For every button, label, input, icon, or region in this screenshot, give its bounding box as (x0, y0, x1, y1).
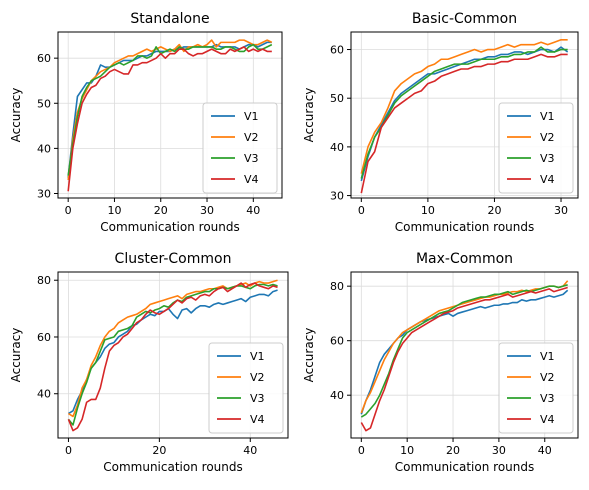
y-axis-label: Accuracy (302, 88, 316, 143)
legend-label-v4: V4 (540, 173, 555, 186)
axes-frame (350, 271, 579, 439)
x-tick-label: 40 (246, 204, 260, 217)
x-tick-label: 40 (538, 444, 552, 457)
legend-label-v1: V1 (540, 350, 555, 363)
legend: V1 V2 V3 V4 (208, 342, 284, 434)
x-tick-label: 10 (421, 204, 435, 217)
y-tick-label: 60 (37, 331, 51, 344)
legend-label-v3: V3 (244, 152, 259, 165)
series-line-v4 (67, 282, 278, 432)
legend-label-v3: V3 (250, 392, 265, 405)
axes-frame (350, 31, 579, 199)
legend-label-v2: V2 (540, 131, 555, 144)
chart-panel-2: 0 10 20 30 30 40 50 60 Basic-Common Communication… (302, 11, 579, 234)
chart-title: Basic-Common (412, 11, 517, 27)
x-tick-label: 0 (358, 204, 365, 217)
x-tick-label: 10 (107, 204, 121, 217)
series-line-v2 (360, 280, 569, 414)
series-line-v1 (68, 289, 278, 415)
series-line-v3 (360, 46, 568, 179)
x-tick-label: 20 (487, 204, 501, 217)
legend-box (498, 102, 574, 194)
x-tick-label: 40 (243, 444, 257, 457)
x-tick-label: 30 (200, 204, 214, 217)
series-line-v4 (360, 53, 568, 194)
legend-label-v3: V3 (540, 392, 555, 405)
chart-panel-1: 0 10 20 30 40 30 40 50 60 Standalone Communication… (9, 11, 283, 234)
legend: V1 V2 V3 V4 (498, 102, 574, 194)
legend-label-v4: V4 (250, 413, 265, 426)
x-tick-label: 20 (152, 444, 166, 457)
legend-label-v2: V2 (250, 371, 265, 384)
x-tick-label: 0 (65, 444, 72, 457)
x-axis-label: Communication rounds (395, 220, 535, 234)
x-tick-label: 30 (492, 444, 506, 457)
legend: V1 V2 V3 V4 (498, 342, 574, 434)
axes-frame (57, 31, 283, 199)
legend-label-v1: V1 (244, 110, 259, 123)
y-tick-label: 60 (330, 335, 344, 348)
y-tick-label: 60 (37, 52, 51, 65)
chart-panel-4: 0 10 20 30 40 40 60 80 Max-Common Communication r… (302, 251, 579, 474)
legend-box (208, 342, 284, 434)
x-tick-label: 30 (554, 204, 568, 217)
x-tick-label: 10 (400, 444, 414, 457)
legend-label-v2: V2 (244, 131, 259, 144)
legend-label-v4: V4 (540, 413, 555, 426)
y-tick-label: 40 (330, 141, 344, 154)
y-tick-label: 60 (330, 44, 344, 57)
x-axis-label: Communication rounds (395, 460, 535, 474)
x-axis-label: Communication rounds (100, 220, 240, 234)
x-tick-label: 0 (358, 444, 365, 457)
legend-label-v2: V2 (540, 371, 555, 384)
y-tick-label: 30 (330, 190, 344, 203)
chart-panel-3: 0 20 40 40 60 80 Cluster-Common Communication r… (9, 251, 289, 474)
y-tick-label: 80 (330, 280, 344, 293)
legend-box (202, 102, 278, 194)
y-tick-label: 40 (37, 142, 51, 155)
series-line-v4 (360, 286, 568, 432)
series-line-v3 (360, 284, 568, 418)
y-tick-label: 80 (37, 274, 51, 287)
y-tick-label: 50 (37, 97, 51, 110)
x-tick-label: 0 (65, 204, 72, 217)
legend-label-v4: V4 (244, 173, 259, 186)
axes-frame (57, 271, 289, 439)
legend-box (498, 342, 574, 434)
series-line-v2 (360, 38, 568, 174)
series-line-v2 (67, 39, 273, 181)
x-tick-label: 20 (154, 204, 168, 217)
legend-label-v1: V1 (540, 110, 555, 123)
y-tick-label: 40 (330, 389, 344, 402)
y-axis-label: Accuracy (302, 328, 316, 383)
legend-label-v3: V3 (540, 152, 555, 165)
x-axis-label: Communication rounds (103, 460, 243, 474)
chart-title: Max-Common (416, 251, 513, 267)
legend: V1 V2 V3 V4 (202, 102, 278, 194)
chart-title: Standalone (130, 11, 209, 27)
y-tick-label: 40 (37, 388, 51, 401)
x-tick-label: 20 (446, 444, 460, 457)
series-line-v4 (67, 46, 272, 192)
y-axis-label: Accuracy (9, 328, 23, 383)
legend-label-v1: V1 (250, 350, 265, 363)
chart-title: Cluster-Common (115, 251, 232, 267)
y-axis-label: Accuracy (9, 88, 23, 143)
y-tick-label: 50 (330, 92, 344, 105)
series-line-v3 (67, 283, 278, 426)
y-tick-label: 30 (37, 187, 51, 200)
